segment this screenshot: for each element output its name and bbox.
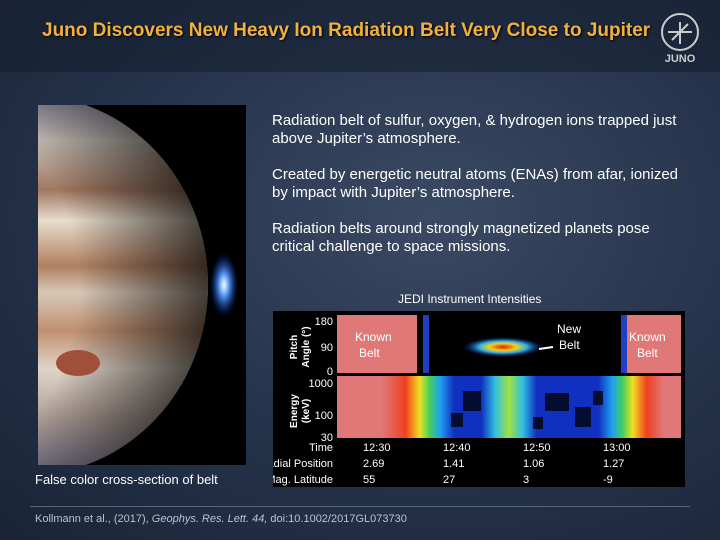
annotation: New bbox=[557, 322, 581, 336]
annotation: Belt bbox=[559, 338, 580, 352]
logo-text: JUNO bbox=[665, 53, 696, 65]
table-cell: -9 bbox=[603, 474, 613, 486]
annotation: Known bbox=[629, 330, 666, 344]
citation-authors: Kollmann et al., (2017), bbox=[35, 513, 152, 525]
table-cell: 1.41 bbox=[443, 458, 464, 470]
paragraph: Created by energetic neutral atoms (ENAs… bbox=[272, 166, 679, 201]
table-cell: 1.06 bbox=[523, 458, 544, 470]
spectrogram-title: JEDI Instrument Intensities bbox=[398, 292, 542, 306]
slide-title: Juno Discovers New Heavy Ion Radiation B… bbox=[42, 20, 651, 41]
table-cell: 12:50 bbox=[523, 442, 551, 454]
axis-label: Angle (°) bbox=[301, 326, 312, 367]
table-cell: 27 bbox=[443, 474, 455, 486]
citation-journal: Geophys. Res. Lett. 44, bbox=[151, 513, 268, 525]
table-row-label: Mag. Latitude bbox=[273, 474, 333, 486]
table-row-label: Time bbox=[309, 442, 333, 454]
citation: Kollmann et al., (2017), Geophys. Res. L… bbox=[35, 513, 407, 525]
table-cell: 2.69 bbox=[363, 458, 384, 470]
title-bar bbox=[0, 0, 720, 72]
tick-label: 180 bbox=[315, 316, 333, 328]
annotation: Known bbox=[355, 330, 392, 344]
citation-doi: doi:10.1002/2017GL073730 bbox=[267, 513, 407, 525]
annotation: Belt bbox=[637, 346, 658, 360]
table-cell: 12:30 bbox=[363, 442, 391, 454]
table-cell: 1.27 bbox=[603, 458, 624, 470]
paragraph: Radiation belts around strongly magnetiz… bbox=[272, 220, 650, 255]
axis-label: Pitch bbox=[289, 335, 300, 359]
tick-label: 90 bbox=[321, 342, 333, 354]
table-cell: 3 bbox=[523, 474, 529, 486]
tick-label: 1000 bbox=[309, 378, 333, 390]
paragraph: Radiation belt of sulfur, oxygen, & hydr… bbox=[272, 112, 677, 147]
spectrogram: Known Belt New Belt Known Belt Pitch Ang… bbox=[273, 311, 685, 487]
table-cell: 13:00 bbox=[603, 442, 631, 454]
table-cell: 55 bbox=[363, 474, 375, 486]
table-row-label: Radial Position bbox=[273, 458, 333, 470]
annotation: Belt bbox=[359, 346, 380, 360]
juno-logo: JUNO bbox=[661, 13, 699, 65]
table-cell: 12:40 bbox=[443, 442, 471, 454]
axis-label: Energy bbox=[289, 394, 300, 428]
divider bbox=[30, 506, 690, 507]
tick-label: 30 bbox=[321, 432, 333, 444]
arrow bbox=[538, 346, 554, 350]
jupiter-image bbox=[38, 105, 246, 465]
tick-label: 0 bbox=[327, 366, 333, 378]
figure-caption: False color cross-section of belt bbox=[35, 472, 218, 487]
tick-label: 100 bbox=[315, 410, 333, 422]
axis-label: (keV) bbox=[301, 399, 312, 423]
